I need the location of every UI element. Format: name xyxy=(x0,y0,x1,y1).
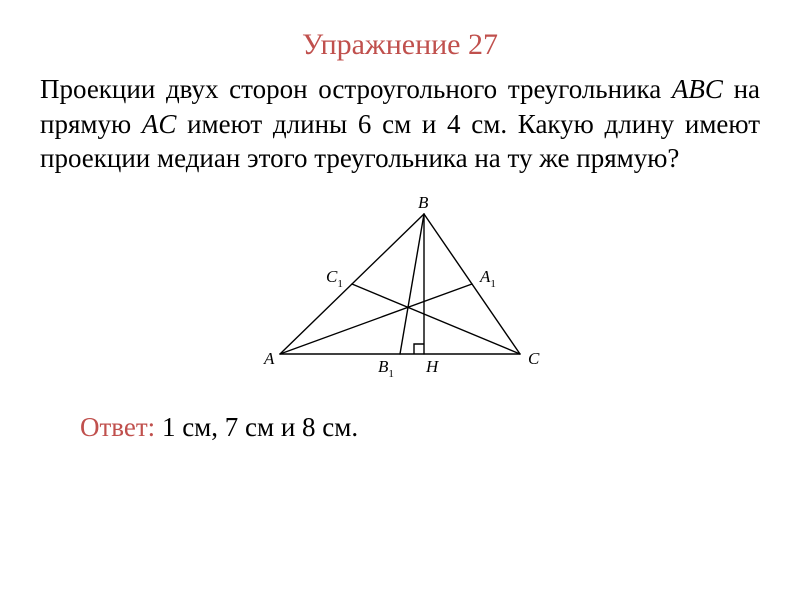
triangle-figure: A C B H B1 A1 C1 xyxy=(250,194,550,384)
svg-text:A: A xyxy=(263,349,275,368)
svg-text:B1: B1 xyxy=(378,357,394,380)
svg-text:A1: A1 xyxy=(479,267,496,290)
figure-container: A C B H B1 A1 C1 xyxy=(40,194,760,384)
svg-text:C1: C1 xyxy=(326,267,343,290)
answer-label: Ответ: xyxy=(80,412,155,442)
svg-text:B: B xyxy=(418,194,429,212)
triangle-abc: ABC xyxy=(672,74,723,104)
svg-text:H: H xyxy=(425,357,440,376)
answer-line: Ответ: 1 см, 7 см и 8 см. xyxy=(80,412,760,443)
svg-text:C: C xyxy=(528,349,540,368)
problem-text: Проекции двух сторон остроугольного треу… xyxy=(40,72,760,176)
exercise-title: Упражнение 27 xyxy=(40,28,760,62)
problem-prefix: Проекции двух сторон остроугольного треу… xyxy=(40,74,672,104)
slide: Упражнение 27 Проекции двух сторон остро… xyxy=(0,0,800,600)
line-ac: AC xyxy=(142,109,177,139)
answer-text: 1 см, 7 см и 8 см. xyxy=(155,412,358,442)
